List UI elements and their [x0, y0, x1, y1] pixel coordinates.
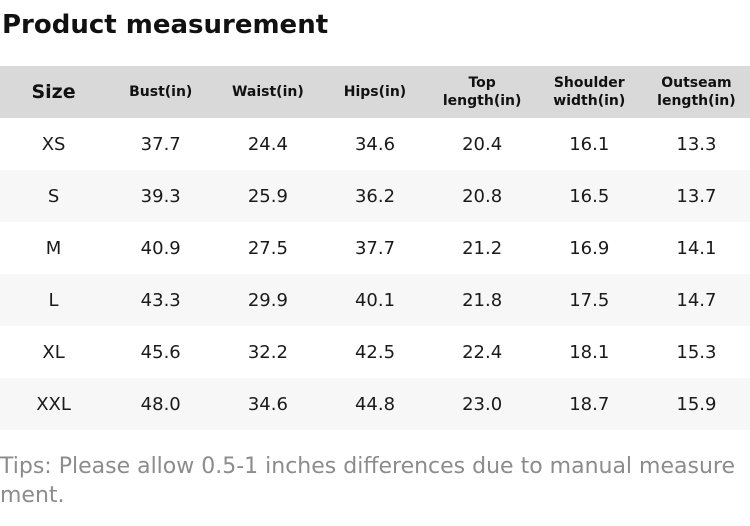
- size-cell: S: [47, 185, 60, 207]
- size-table-body: XS 37.7 24.4 34.6 20.4 16.1 13.3 S 39.3 25.9 36.2 2…: [0, 118, 750, 430]
- column-header-shoulder-width: Shoulder width(in): [535, 66, 643, 118]
- column-header-outseam-length: Outseam length(in): [642, 66, 750, 118]
- measurement-cell: 40.9: [140, 237, 181, 259]
- table-row: XS 37.7 24.4 34.6 20.4 16.1 13.3: [0, 118, 750, 170]
- measurement-cell: 21.2: [462, 237, 503, 259]
- measurement-cell: 14.1: [676, 237, 717, 259]
- measurement-cell: 43.3: [140, 289, 181, 311]
- measurement-cell: 17.5: [569, 289, 610, 311]
- measurement-cell: 25.9: [247, 185, 288, 207]
- measurement-cell: 32.2: [247, 341, 288, 363]
- measurement-cell: 40.1: [354, 289, 396, 311]
- measurement-cell: 48.0: [140, 393, 181, 415]
- header-row: Size Bust(in) Waist(in) Hips(in) Top len…: [0, 66, 750, 118]
- product-measurement-page: Product measurement Size Bust(in) Waist(…: [0, 10, 750, 526]
- measurement-cell: 14.7: [676, 289, 717, 311]
- measurement-cell: 37.7: [140, 133, 181, 155]
- measurement-cell: 21.8: [462, 289, 503, 311]
- measurement-cell: 27.5: [247, 237, 288, 259]
- measurement-cell: 34.6: [247, 393, 288, 415]
- column-header-size: Size: [0, 66, 108, 118]
- measurement-cell: 37.7: [354, 237, 396, 259]
- measurement-cell: 16.1: [569, 133, 610, 155]
- measurement-cell: 20.4: [462, 133, 503, 155]
- table-row: M 40.9 27.5 37.7 21.2 16.9 14.1: [0, 222, 750, 274]
- size-cell: XL: [42, 341, 65, 363]
- table-row: XXL 48.0 34.6 44.8 23.0 18.7 15.9: [0, 378, 750, 430]
- measurement-cell: 23.0: [462, 393, 503, 415]
- measurement-cell: 34.6: [354, 133, 396, 155]
- size-chart-table: Size Bust(in) Waist(in) Hips(in) Top len…: [0, 66, 750, 430]
- size-cell: XXL: [36, 393, 71, 415]
- measurement-cell: 45.6: [140, 341, 181, 363]
- column-header-bust: Bust(in): [107, 66, 215, 118]
- measurement-cell: 16.5: [569, 185, 610, 207]
- measurement-cell: 13.3: [676, 133, 717, 155]
- measurement-cell: 36.2: [354, 185, 396, 207]
- table-row: L 43.3 29.9 40.1 21.8 17.5 14.7: [0, 274, 750, 326]
- measurement-tips-note: Tips: Please allow 0.5-1 inches differen…: [0, 454, 735, 508]
- measurement-cell: 16.9: [569, 237, 610, 259]
- column-header-top-length: Top length(in): [428, 66, 536, 118]
- page-title: Product measurement: [2, 10, 329, 40]
- column-header-hips: Hips(in): [321, 66, 429, 118]
- measurement-cell: 15.9: [676, 393, 717, 415]
- measurement-cell: 24.4: [247, 133, 288, 155]
- measurement-cell: 20.8: [462, 185, 503, 207]
- size-cell: M: [45, 237, 62, 259]
- measurement-cell: 13.7: [676, 185, 717, 207]
- measurement-cell: 18.1: [569, 341, 610, 363]
- measurement-cell: 18.7: [569, 393, 610, 415]
- size-cell: L: [48, 289, 59, 311]
- measurement-cell: 22.4: [462, 341, 503, 363]
- column-header-waist: Waist(in): [214, 66, 322, 118]
- table-row: S 39.3 25.9 36.2 20.8 16.5 13.7: [0, 170, 750, 222]
- size-cell: XS: [41, 133, 66, 155]
- measurement-cell: 15.3: [676, 341, 717, 363]
- measurement-cell: 29.9: [247, 289, 288, 311]
- measurement-cell: 44.8: [354, 393, 396, 415]
- measurement-cell: 42.5: [354, 341, 396, 363]
- table-row: XL 45.6 32.2 42.5 22.4 18.1 15.3: [0, 326, 750, 378]
- measurement-cell: 39.3: [140, 185, 181, 207]
- size-chart-header: Size Bust(in) Waist(in) Hips(in) Top len…: [0, 66, 750, 118]
